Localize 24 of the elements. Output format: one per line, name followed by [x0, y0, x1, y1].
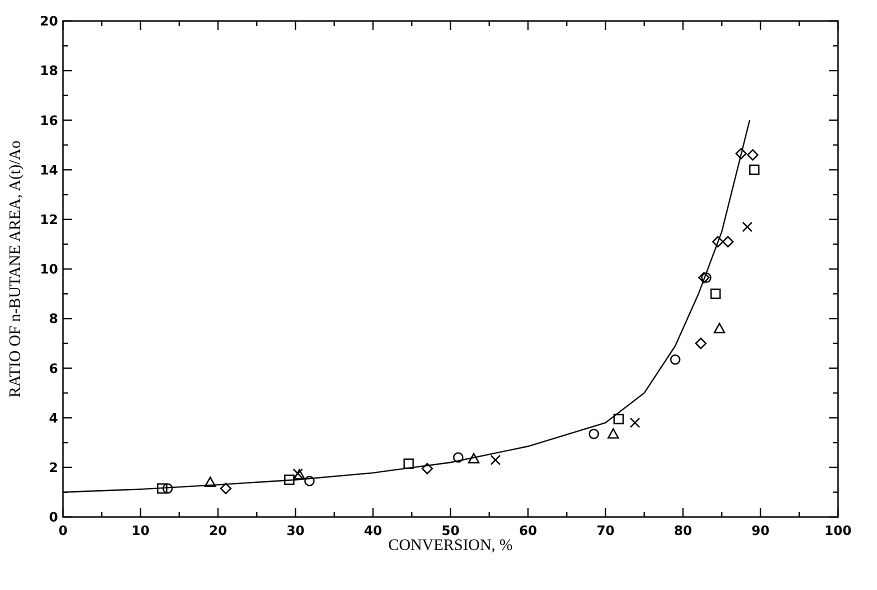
x-tick-label: 0 — [58, 524, 68, 539]
x-tick-label: 80 — [674, 524, 692, 539]
x-tick-label: 40 — [364, 524, 382, 539]
y-tick-label: 14 — [40, 163, 58, 178]
y-tick-label: 6 — [48, 362, 58, 377]
x-tick-label: 60 — [518, 524, 538, 539]
y-tick-label: 10 — [40, 262, 58, 278]
y-tick-label: 18 — [40, 64, 58, 80]
x-tick-label: 100 — [824, 524, 852, 539]
x-tick-label: 70 — [596, 524, 615, 539]
y-tick-label: 8 — [48, 312, 58, 328]
x-tick-label: 30 — [286, 524, 305, 539]
y-tick-label: 2 — [48, 460, 58, 476]
x-tick-label: 90 — [751, 524, 770, 539]
y-tick-label: 4 — [48, 411, 58, 426]
y-tick-label: 20 — [40, 14, 58, 30]
x-tick-label: 50 — [441, 524, 460, 539]
x-tick-label: 10 — [131, 524, 150, 539]
y-axis-title: RATIO OF n-BUTANE AREA, A(t)/Ao — [7, 140, 24, 398]
y-tick-label: 0 — [48, 510, 58, 526]
y-tick-label: 12 — [40, 212, 58, 228]
x-tick-label: 20 — [208, 524, 228, 539]
x-axis-title: CONVERSION, % — [388, 537, 513, 554]
y-tick-label: 16 — [40, 114, 58, 129]
